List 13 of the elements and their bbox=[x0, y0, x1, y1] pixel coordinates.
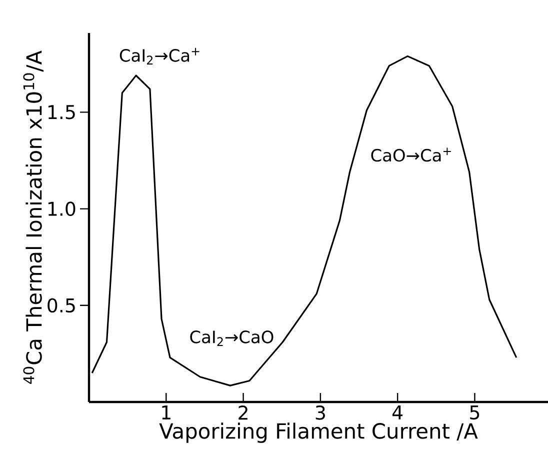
annotation: CaO→Ca$^{+}$ bbox=[371, 148, 451, 162]
annotation: CaI$_{2}$→CaO bbox=[190, 330, 274, 346]
x-tick-label: 2 bbox=[238, 406, 248, 420]
y-tick-label: 1.0 bbox=[48, 202, 76, 216]
y-axis-title: $^{40}$Ca Thermal Ionization x10$^{10}$/A bbox=[23, 50, 44, 384]
x-tick-label: 1 bbox=[162, 406, 170, 420]
x-tick-label: 5 bbox=[470, 406, 480, 420]
y-tick-label: 0.5 bbox=[48, 298, 75, 313]
y-tick-label: 1.5 bbox=[48, 105, 75, 120]
annotation: CaI$_{2}$→Ca$^{+}$ bbox=[120, 48, 200, 64]
x-tick-label: 4 bbox=[392, 406, 403, 420]
x-axis-title: Vaporizing Filament Current /A bbox=[159, 422, 478, 443]
x-tick-label: 3 bbox=[316, 406, 325, 420]
